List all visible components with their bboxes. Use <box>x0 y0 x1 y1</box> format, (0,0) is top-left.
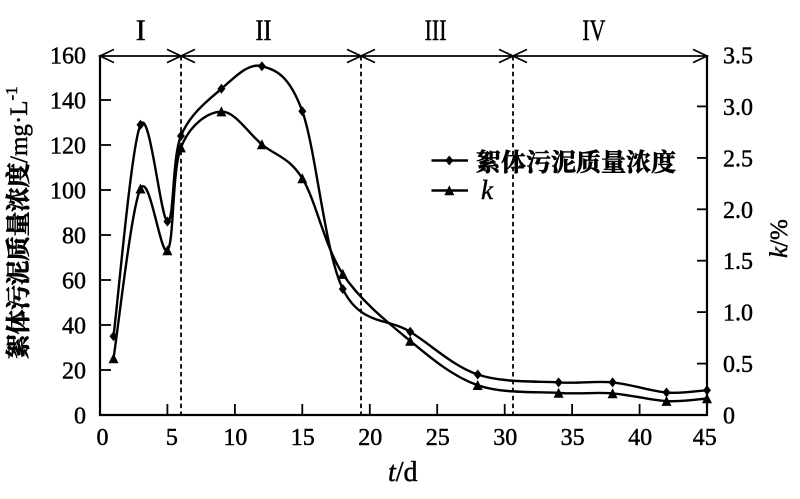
svg-text:I: I <box>136 14 146 47</box>
svg-text:20: 20 <box>62 359 86 385</box>
svg-text:0.5: 0.5 <box>723 352 753 378</box>
svg-text:45: 45 <box>693 425 717 451</box>
svg-text:80: 80 <box>62 224 86 250</box>
svg-text:25: 25 <box>426 425 450 451</box>
svg-text:1.5: 1.5 <box>723 249 753 275</box>
svg-text:140: 140 <box>50 89 86 115</box>
svg-text:60: 60 <box>62 269 86 295</box>
svg-text:0: 0 <box>723 404 735 430</box>
svg-text:10: 10 <box>223 425 247 451</box>
svg-text:40: 40 <box>628 425 652 451</box>
svg-text:1.0: 1.0 <box>723 301 753 327</box>
svg-text:20: 20 <box>358 425 382 451</box>
svg-text:2.5: 2.5 <box>723 146 753 172</box>
svg-text:120: 120 <box>50 134 86 160</box>
svg-text:t/d: t/d <box>388 457 418 488</box>
svg-text:3.5: 3.5 <box>723 44 753 70</box>
svg-text:100: 100 <box>50 179 86 205</box>
svg-text:III: III <box>425 14 447 47</box>
svg-text:5: 5 <box>166 425 178 451</box>
svg-text:k/%: k/% <box>766 219 793 258</box>
svg-text:3.0: 3.0 <box>723 95 753 121</box>
svg-text:30: 30 <box>493 425 517 451</box>
svg-text:k: k <box>481 175 494 205</box>
svg-text:2.0: 2.0 <box>723 198 753 224</box>
svg-text:0: 0 <box>97 425 109 451</box>
svg-text:15: 15 <box>291 425 315 451</box>
svg-text:II: II <box>256 14 272 47</box>
svg-text:40: 40 <box>62 314 86 340</box>
svg-text:0: 0 <box>74 404 86 430</box>
svg-text:IV: IV <box>582 14 605 47</box>
svg-text:35: 35 <box>561 425 585 451</box>
svg-text:160: 160 <box>50 44 86 70</box>
